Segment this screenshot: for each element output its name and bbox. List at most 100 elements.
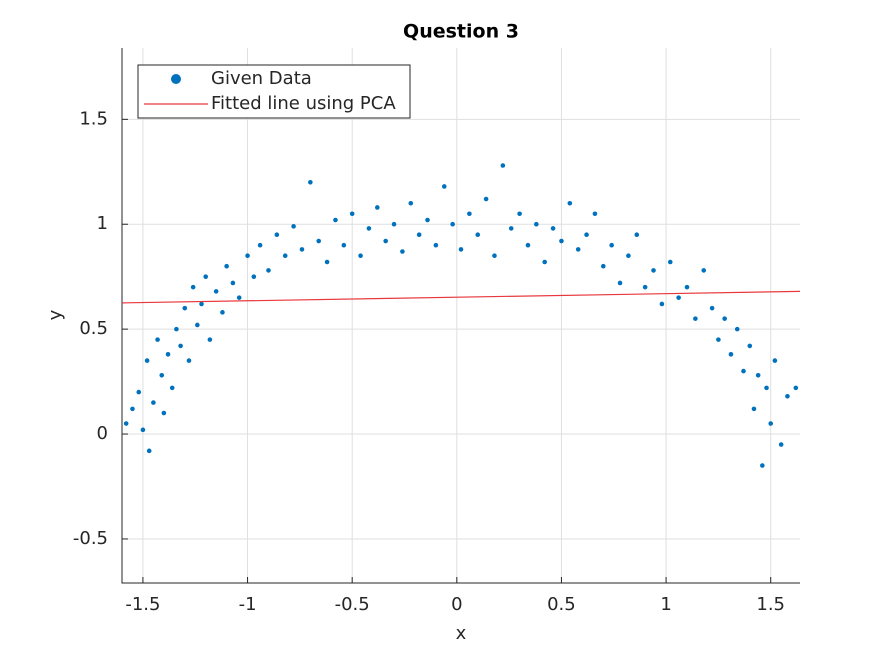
data-point xyxy=(772,358,778,363)
data-point xyxy=(467,211,472,217)
data-point xyxy=(224,263,229,269)
data-point xyxy=(136,389,142,395)
data-point xyxy=(333,217,338,223)
data-point xyxy=(592,211,598,217)
y-tick-label: 1 xyxy=(97,213,108,234)
data-point xyxy=(155,337,160,342)
data-point xyxy=(174,326,179,332)
x-axis-label: x xyxy=(456,623,467,644)
data-point xyxy=(291,224,296,229)
data-point xyxy=(207,337,213,342)
legend-box xyxy=(137,64,411,119)
axes-box xyxy=(121,48,800,584)
y-axis-label: y xyxy=(45,309,66,320)
data-point xyxy=(123,421,129,426)
data-point xyxy=(617,280,623,286)
data-point xyxy=(299,247,305,252)
data-point xyxy=(203,274,209,279)
data-point xyxy=(567,200,573,206)
data-point xyxy=(458,247,464,252)
data-point xyxy=(391,221,397,227)
data-point xyxy=(245,253,250,259)
data-point xyxy=(634,232,640,238)
data-point xyxy=(220,310,225,315)
data-point xyxy=(324,259,330,265)
x-tick-label: -0.5 xyxy=(335,594,370,615)
data-point xyxy=(190,284,196,290)
data-point xyxy=(316,238,322,244)
data-point xyxy=(400,249,405,254)
data-point xyxy=(517,211,522,217)
data-point xyxy=(349,211,355,217)
data-point xyxy=(130,406,135,412)
data-point xyxy=(199,301,204,307)
x-tick-label: -1 xyxy=(239,594,257,615)
data-point xyxy=(408,200,414,206)
data-point xyxy=(716,337,721,342)
data-point xyxy=(282,253,288,259)
data-point xyxy=(257,242,263,248)
data-point xyxy=(151,400,156,405)
data-point xyxy=(425,217,430,223)
data-point xyxy=(764,385,769,391)
data-point xyxy=(374,205,380,210)
data-point xyxy=(308,179,313,185)
data-point xyxy=(186,358,192,363)
data-point xyxy=(433,242,439,248)
data-point xyxy=(236,295,242,300)
data-point xyxy=(475,232,481,238)
legend-symbol xyxy=(171,74,181,84)
data-point xyxy=(751,406,757,412)
data-point xyxy=(213,289,219,294)
grid: -1.5 -1 -0.5 0 0.5 1 1.5 -0.5 0 0.5 1 1.5 xyxy=(73,48,800,615)
data-point xyxy=(793,385,799,391)
data-point xyxy=(626,253,631,259)
data-point xyxy=(778,442,784,447)
data-point xyxy=(785,393,790,399)
data-point xyxy=(734,326,740,332)
data-point xyxy=(684,284,690,290)
y-tick-label: 0 xyxy=(97,423,108,444)
data-point xyxy=(441,184,447,189)
data-point xyxy=(500,163,506,168)
data-point xyxy=(755,372,761,378)
data-point xyxy=(416,232,422,238)
data-point xyxy=(709,305,715,311)
data-point xyxy=(667,259,673,265)
data-point xyxy=(651,268,656,273)
data-point xyxy=(609,242,614,248)
data-point xyxy=(701,268,707,273)
data-point xyxy=(178,343,183,349)
data-point xyxy=(550,226,556,231)
x-tick-label: 1 xyxy=(660,594,671,615)
chart-title: Question 3 xyxy=(403,21,519,43)
data-point xyxy=(161,410,167,416)
legend-label: Given Data xyxy=(211,68,312,89)
data-point xyxy=(195,322,200,328)
data-point xyxy=(492,253,497,259)
data-point xyxy=(450,221,455,227)
data-point xyxy=(169,385,175,391)
data-point xyxy=(600,263,606,269)
data-point xyxy=(741,368,746,374)
data-point xyxy=(182,305,188,311)
y-tick-label: 0.5 xyxy=(79,318,108,339)
x-tick-label: 0 xyxy=(451,594,462,615)
legend: Given Data Fitted line using PCA xyxy=(137,64,411,119)
x-tick-label: -1.5 xyxy=(125,594,160,615)
x-tick-label: 0.5 xyxy=(547,594,576,615)
plot-area xyxy=(122,163,800,468)
data-point xyxy=(525,242,531,248)
y-tick-label: -0.5 xyxy=(73,528,108,549)
data-point xyxy=(508,226,514,231)
data-point xyxy=(747,343,753,349)
data-point xyxy=(341,242,347,248)
data-point xyxy=(274,232,280,238)
data-point xyxy=(575,247,581,252)
data-point xyxy=(768,421,774,426)
data-point xyxy=(230,280,236,286)
data-point xyxy=(642,284,648,290)
y-tick-label: 1.5 xyxy=(79,108,108,129)
